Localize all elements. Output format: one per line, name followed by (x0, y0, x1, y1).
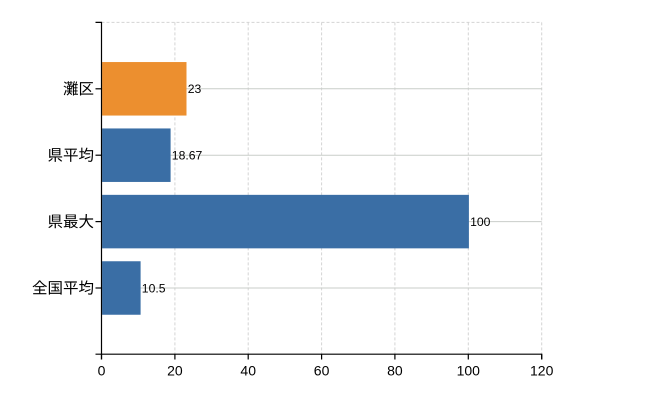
svg-text:60: 60 (314, 362, 330, 378)
svg-text:100: 100 (457, 362, 481, 378)
svg-text:20: 20 (167, 362, 183, 378)
svg-text:100: 100 (470, 215, 491, 229)
svg-text:10.5: 10.5 (142, 281, 166, 295)
svg-text:120: 120 (530, 362, 554, 378)
svg-text:18.67: 18.67 (172, 149, 203, 163)
svg-text:0: 0 (98, 362, 106, 378)
svg-text:23: 23 (188, 82, 202, 96)
svg-text:80: 80 (387, 362, 403, 378)
svg-text:40: 40 (240, 362, 256, 378)
